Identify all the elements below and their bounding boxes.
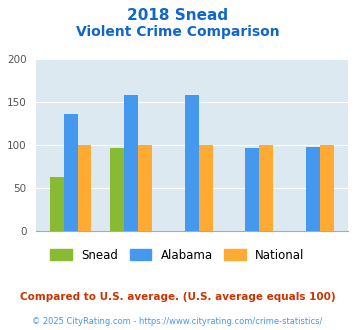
Bar <box>110 148 124 231</box>
Bar <box>77 145 92 231</box>
Bar <box>64 114 77 231</box>
Bar <box>320 145 334 231</box>
Text: Violent Crime Comparison: Violent Crime Comparison <box>76 25 279 39</box>
Text: © 2025 CityRating.com - https://www.cityrating.com/crime-statistics/: © 2025 CityRating.com - https://www.city… <box>32 317 323 326</box>
Bar <box>124 95 138 231</box>
Text: Compared to U.S. average. (U.S. average equals 100): Compared to U.S. average. (U.S. average … <box>20 292 335 302</box>
Legend: Snead, Alabama, National: Snead, Alabama, National <box>46 244 309 266</box>
Bar <box>199 145 213 231</box>
Bar <box>306 147 320 231</box>
Bar <box>259 145 273 231</box>
Bar <box>50 177 64 231</box>
Text: 2018 Snead: 2018 Snead <box>127 8 228 23</box>
Bar <box>185 95 199 231</box>
Bar <box>138 145 152 231</box>
Bar <box>245 148 259 231</box>
